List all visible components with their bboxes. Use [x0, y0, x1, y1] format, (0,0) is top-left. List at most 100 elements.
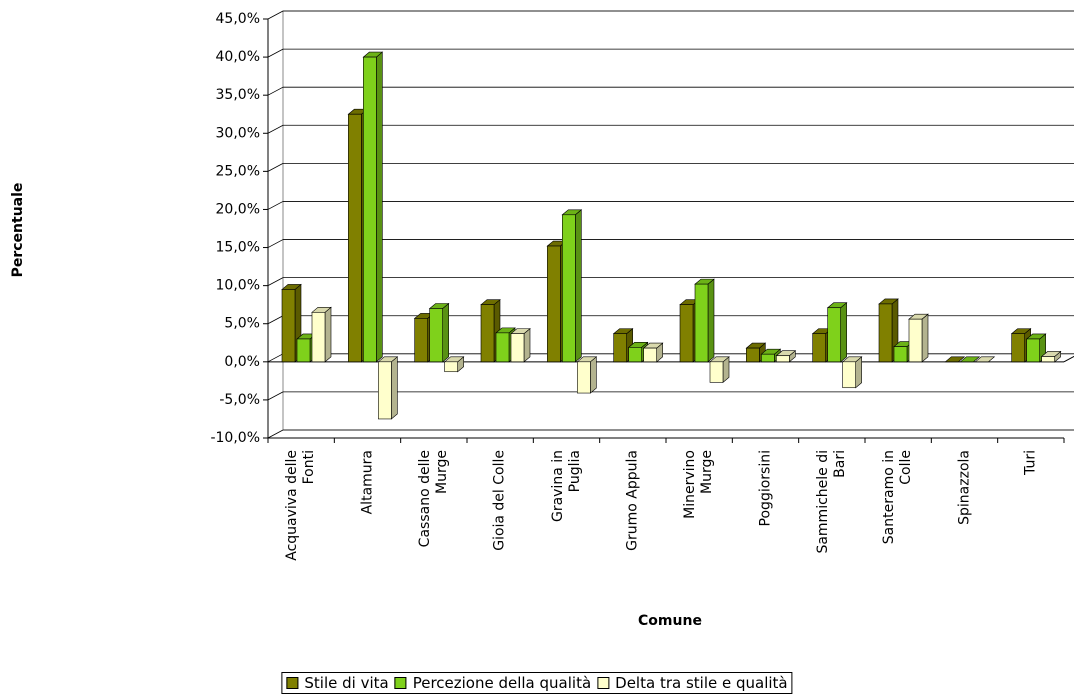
y-tick-label: 20,0%: [216, 201, 260, 217]
bar-side: [921, 313, 929, 363]
y-tick-label: 35,0%: [216, 87, 260, 103]
grid-depth: [267, 201, 284, 210]
bar-side: [707, 278, 715, 363]
bar-side: [376, 51, 383, 363]
bar-group: [377, 356, 399, 420]
bar: [827, 307, 841, 363]
bar-side: [324, 306, 332, 363]
bar-top: [959, 356, 981, 363]
y-tick-label: 25,0%: [216, 163, 260, 179]
bar: [746, 347, 760, 363]
y-tick-label: 45,0%: [216, 11, 260, 27]
bar: [547, 245, 561, 363]
bar-top: [944, 356, 966, 363]
bar-group: [642, 342, 664, 363]
x-axis-title: Comune: [638, 613, 702, 629]
y-tick-label: 5,0%: [224, 316, 260, 332]
y-tick-label: 15,0%: [216, 240, 260, 256]
legend-label: Delta tra stile e qualità: [615, 674, 788, 692]
bar-side: [442, 302, 449, 363]
x-tick-label: Gravina in Puglia: [549, 450, 583, 523]
bar-group: [974, 356, 996, 363]
x-tick-label: Sammichele di Bari: [814, 450, 848, 554]
x-tick-label: Cassano delle Murge: [416, 450, 450, 548]
y-tick-label: 30,0%: [216, 125, 260, 141]
bar-group: [826, 302, 848, 363]
y-axis-title: Percentuale: [10, 183, 26, 278]
legend-label: Stile di vita: [304, 674, 389, 692]
grid-depth: [267, 48, 284, 58]
bar: [510, 333, 525, 363]
legend-swatch: [286, 677, 299, 689]
bar: [281, 289, 296, 363]
grid-depth: [267, 315, 284, 325]
bar: [761, 353, 775, 363]
bar-group: [428, 302, 450, 363]
legend-swatch: [394, 677, 407, 689]
bar-group: [576, 356, 598, 394]
grid-depth: [267, 277, 284, 286]
bar-side: [840, 302, 847, 363]
x-tick-label: Acquaviva delle Fonti: [284, 450, 318, 561]
bar: [878, 303, 893, 363]
bar-group: [944, 356, 966, 363]
bar: [311, 311, 326, 363]
bar: [577, 361, 591, 394]
bar: [679, 304, 694, 363]
x-tick-label: Poggiorsini: [757, 450, 773, 527]
bar-group: [775, 350, 797, 363]
y-tick-label: 0,0%: [224, 354, 260, 370]
bar: [444, 361, 458, 373]
bar: [643, 347, 657, 363]
x-tick-label: Altamura: [359, 450, 375, 515]
bar: [495, 332, 510, 363]
bar-group: [878, 298, 899, 363]
bar: [694, 283, 709, 363]
bar: [842, 361, 856, 389]
bar: [1011, 333, 1025, 363]
grid-depth: [267, 239, 284, 248]
grid-depth: [267, 124, 284, 134]
bar-side: [523, 327, 531, 363]
bar-group: [561, 209, 583, 363]
bar: [378, 361, 392, 420]
bar-group: [1025, 333, 1047, 363]
y-tick-label: 40,0%: [216, 49, 260, 65]
bar: [562, 214, 576, 363]
bar: [363, 56, 377, 363]
grid-depth: [267, 163, 284, 172]
grid-depth: [267, 10, 284, 20]
bar-top: [974, 356, 996, 363]
bar-group: [510, 327, 531, 363]
x-tick-label: Spinazzola: [956, 450, 972, 525]
bar-group: [908, 313, 929, 363]
bar-side: [590, 356, 597, 394]
bar-group: [362, 51, 384, 363]
bar: [1026, 338, 1040, 363]
bar: [893, 346, 908, 363]
bar-group: [959, 356, 981, 363]
bar-side: [575, 209, 582, 363]
legend-swatch: [597, 677, 610, 689]
x-tick-label: Turi: [1022, 450, 1039, 475]
x-tick-label: Minervino Murge: [682, 450, 716, 519]
bar: [908, 318, 923, 363]
legend: Stile di vita Percezione della qualità Del…: [281, 672, 793, 694]
bar: [628, 347, 642, 363]
y-tick-label: 10,0%: [216, 278, 260, 294]
x-tick-label: Gioia del Colle: [491, 450, 508, 551]
bar: [709, 361, 724, 383]
x-tick-label: Santeramo in Colle: [881, 450, 915, 545]
grid-depth: [267, 353, 284, 363]
y-tick-label: -5,0%: [219, 392, 260, 408]
bar: [613, 333, 627, 363]
bar: [429, 308, 443, 363]
bar: [480, 304, 495, 363]
x-tick-label: Grumo Appula: [624, 450, 641, 551]
zero-depth: [1063, 355, 1074, 363]
bar: [414, 318, 428, 363]
bar-group: [694, 278, 715, 363]
back-wall: [282, 10, 1074, 431]
